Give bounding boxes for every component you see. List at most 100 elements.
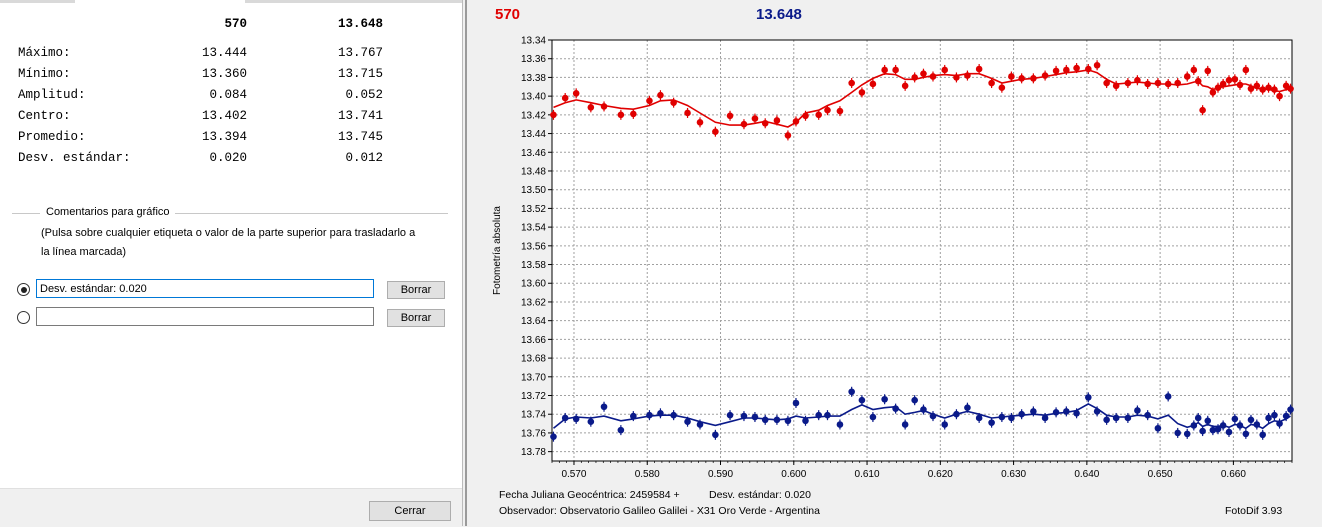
- series2-data-point[interactable]: [1164, 393, 1172, 400]
- series1-data-point[interactable]: [761, 119, 769, 127]
- comment-line1-radio[interactable]: [17, 283, 30, 296]
- series2-data-point[interactable]: [858, 396, 866, 404]
- series1-data-point[interactable]: [988, 79, 995, 87]
- series1-data-point[interactable]: [1247, 85, 1255, 92]
- series2-data-point[interactable]: [901, 421, 909, 428]
- comment-line1-delete-button[interactable]: Borrar: [387, 281, 445, 299]
- series1-data-point[interactable]: [1183, 73, 1191, 80]
- series1-data-point[interactable]: [657, 91, 664, 99]
- series1-data-point[interactable]: [751, 115, 759, 122]
- series1-data-point[interactable]: [1052, 67, 1060, 75]
- series2-data-point[interactable]: [751, 413, 759, 421]
- series1-data-point[interactable]: [1287, 85, 1294, 92]
- series1-data-point[interactable]: [881, 66, 888, 74]
- series1-data-point[interactable]: [670, 99, 677, 106]
- series2-data-point[interactable]: [1247, 416, 1255, 424]
- comment-line2-input[interactable]: [36, 307, 374, 326]
- series1-data-point[interactable]: [941, 66, 949, 74]
- series1-data-point[interactable]: [1134, 76, 1141, 84]
- series2-data-point[interactable]: [617, 426, 625, 434]
- series1-data-point[interactable]: [953, 74, 960, 81]
- series1-data-point[interactable]: [572, 90, 580, 97]
- series1-data-point[interactable]: [1124, 79, 1132, 87]
- series2-data-point[interactable]: [802, 417, 809, 425]
- series2-data-point[interactable]: [773, 416, 781, 424]
- splitter-handle[interactable]: [465, 0, 467, 526]
- stats-value-col1[interactable]: 13.360: [201, 67, 247, 81]
- series2-data-point[interactable]: [761, 416, 769, 424]
- series2-data-point[interactable]: [561, 414, 569, 422]
- series2-data-point[interactable]: [988, 419, 995, 426]
- series2-data-point[interactable]: [975, 414, 983, 422]
- stats-value-col1[interactable]: 13.402: [201, 109, 247, 123]
- series2-data-point[interactable]: [1154, 424, 1162, 432]
- series1-data-point[interactable]: [1174, 79, 1182, 87]
- series1-data-point[interactable]: [848, 79, 855, 87]
- series1-data-point[interactable]: [1154, 79, 1162, 87]
- series2-data-point[interactable]: [911, 396, 918, 404]
- series1-data-point[interactable]: [740, 120, 748, 128]
- series1-data-point[interactable]: [964, 72, 971, 79]
- stats-value-col1[interactable]: 13.394: [201, 130, 247, 144]
- series1-data-point[interactable]: [1063, 66, 1070, 74]
- series1-data-point[interactable]: [784, 132, 792, 139]
- series1-data-point[interactable]: [773, 117, 781, 124]
- series1-data-point[interactable]: [892, 66, 899, 74]
- series1-data-point[interactable]: [920, 70, 927, 77]
- series1-data-point[interactable]: [975, 65, 983, 73]
- series1-data-point[interactable]: [998, 84, 1006, 92]
- series1-data-point[interactable]: [1112, 82, 1120, 90]
- series1-data-point[interactable]: [1204, 67, 1212, 75]
- comment-line2-radio[interactable]: [17, 311, 30, 324]
- series2-data-point[interactable]: [600, 403, 608, 411]
- series2-data-point[interactable]: [1276, 420, 1283, 427]
- stats-label[interactable]: Mínimo:: [18, 67, 71, 81]
- series2-data-point[interactable]: [572, 415, 580, 423]
- series1-data-point[interactable]: [587, 104, 595, 111]
- stats-value-col2[interactable]: 13.767: [337, 46, 383, 60]
- stats-value-col2[interactable]: 13.741: [337, 109, 383, 123]
- series2-data-point[interactable]: [1209, 426, 1217, 434]
- series2-data-point[interactable]: [824, 411, 831, 419]
- series2-data-point[interactable]: [646, 411, 653, 419]
- series1-data-point[interactable]: [1164, 80, 1172, 88]
- series2-data-point[interactable]: [726, 411, 734, 419]
- series1-data-point[interactable]: [1219, 80, 1227, 88]
- series2-data-point[interactable]: [1265, 414, 1272, 422]
- stats-value-col2[interactable]: 0.012: [345, 151, 383, 165]
- series2-data-point[interactable]: [696, 421, 704, 428]
- stats-label[interactable]: Máximo:: [18, 46, 71, 60]
- series2-data-point[interactable]: [920, 406, 927, 413]
- series1-data-point[interactable]: [1073, 64, 1080, 72]
- series2-data-point[interactable]: [1085, 394, 1092, 401]
- series2-data-point[interactable]: [1041, 414, 1049, 422]
- series2-data-point[interactable]: [1231, 415, 1239, 423]
- series2-data-point[interactable]: [1008, 414, 1015, 422]
- series2-data-point[interactable]: [881, 395, 888, 403]
- series1-data-point[interactable]: [712, 128, 719, 135]
- series2-data-point[interactable]: [953, 410, 960, 418]
- series1-data-point[interactable]: [1242, 66, 1250, 74]
- series1-data-point[interactable]: [792, 118, 800, 125]
- series1-data-point[interactable]: [858, 89, 866, 96]
- series2-data-point[interactable]: [792, 399, 800, 407]
- series2-data-point[interactable]: [684, 418, 691, 426]
- series2-data-point[interactable]: [1287, 406, 1294, 413]
- series1-data-point[interactable]: [1199, 106, 1206, 114]
- comment-line2-delete-button[interactable]: Borrar: [387, 309, 445, 327]
- series2-data-point[interactable]: [670, 411, 677, 419]
- series2-data-point[interactable]: [1214, 425, 1222, 433]
- series1-data-point[interactable]: [617, 111, 625, 119]
- series2-data-point[interactable]: [587, 418, 595, 426]
- series1-data-point[interactable]: [696, 119, 704, 126]
- stats-header-col2[interactable]: 13.648: [337, 17, 383, 31]
- series1-data-point[interactable]: [1231, 75, 1239, 83]
- series2-data-point[interactable]: [1112, 414, 1120, 422]
- series1-data-point[interactable]: [1194, 77, 1202, 85]
- series1-data-point[interactable]: [1253, 82, 1261, 90]
- series1-data-point[interactable]: [1276, 92, 1283, 100]
- series1-data-point[interactable]: [1085, 65, 1092, 73]
- series2-data-point[interactable]: [941, 421, 949, 428]
- series1-data-point[interactable]: [802, 112, 809, 120]
- series1-data-point[interactable]: [824, 106, 831, 114]
